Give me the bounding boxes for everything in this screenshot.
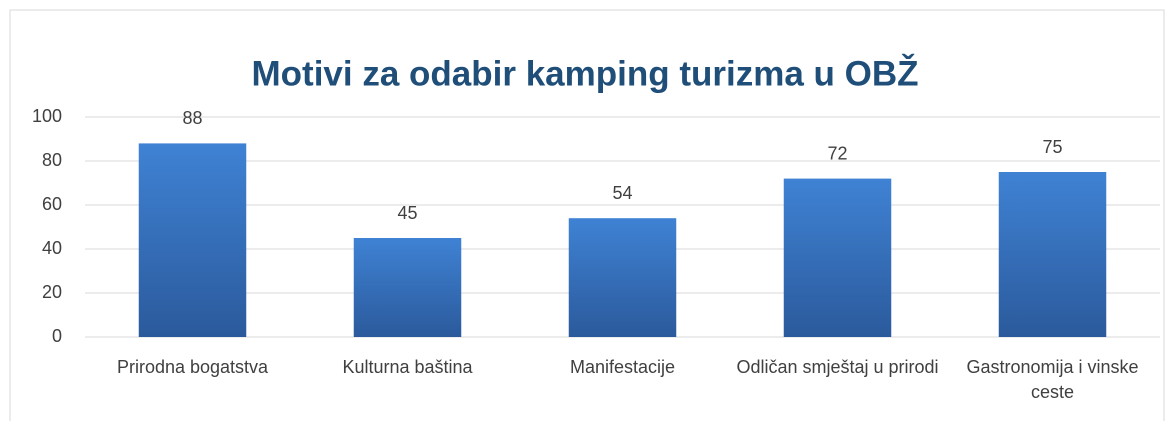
chart-border <box>9 9 1165 421</box>
chart-title: Motivi za odabir kamping turizma u OBŽ <box>252 53 919 93</box>
x-tick-label: Manifestacije <box>569 357 676 377</box>
y-tick-label: 40 <box>42 238 62 258</box>
bar <box>998 172 1107 337</box>
y-tick-label: 0 <box>52 326 62 346</box>
x-tick-label: Odličan smještaj u prirodi <box>736 357 939 377</box>
bar <box>138 143 247 337</box>
y-tick-label: 20 <box>42 282 62 302</box>
x-tick-label: Kulturna baština <box>342 357 473 377</box>
data-label: 88 <box>182 108 202 128</box>
x-tick-label: Gastronomija i vinske ceste <box>966 357 1139 402</box>
data-label: 75 <box>1042 137 1062 157</box>
bar <box>568 218 677 337</box>
y-tick-label: 100 <box>32 106 62 126</box>
y-tick-label: 80 <box>42 150 62 170</box>
data-label: 45 <box>397 203 417 223</box>
bar <box>783 178 892 337</box>
x-tick-label: Prirodna bogatstva <box>116 357 269 377</box>
y-tick-label: 60 <box>42 194 62 214</box>
data-label: 72 <box>827 143 847 163</box>
data-label: 54 <box>612 183 632 203</box>
bar <box>353 238 462 337</box>
